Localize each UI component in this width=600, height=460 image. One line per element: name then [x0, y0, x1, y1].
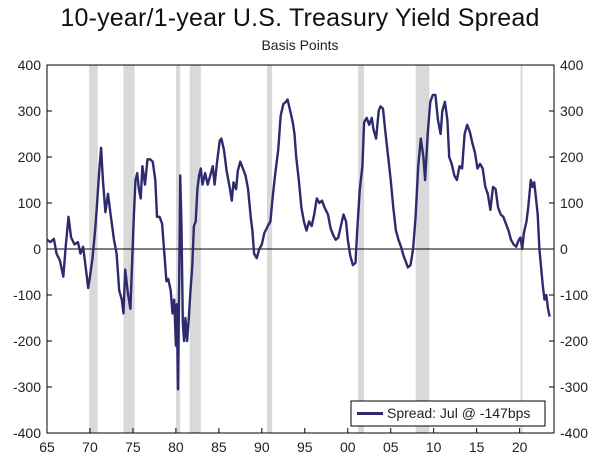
y-tick-label-right: -200: [560, 333, 588, 349]
legend: Spread: Jul @ -147bps: [350, 400, 546, 427]
x-tick-label: 95: [297, 439, 313, 455]
chart-title: 10-year/1-year U.S. Treasury Yield Sprea…: [60, 4, 540, 32]
y-tick-label-left: 0: [33, 241, 41, 257]
y-tick-label-left: 200: [18, 149, 42, 165]
y-tick-label-left: -400: [13, 425, 41, 441]
x-tick-label: 75: [125, 439, 141, 455]
x-tick-label: 20: [512, 439, 528, 455]
series-layer: [46, 93, 551, 391]
y-tick-label-right: 200: [560, 149, 584, 165]
y-tick-label-left: 100: [18, 195, 42, 211]
y-tick-label-right: 400: [560, 57, 584, 73]
y-tick-label-left: 300: [18, 103, 42, 119]
y-tick-label-right: 0: [560, 241, 568, 257]
x-tick-label: 05: [383, 439, 399, 455]
legend-label: Spread: Jul @ -147bps: [387, 405, 530, 421]
y-tick-label-right: -100: [560, 287, 588, 303]
legend-box: [350, 400, 546, 427]
y-tick-label-left: -100: [13, 287, 41, 303]
x-tick-label: 00: [340, 439, 356, 455]
x-tick-label: 15: [469, 439, 485, 455]
y-tick-label-right: 300: [560, 103, 584, 119]
y-tick-label-left: -300: [13, 379, 41, 395]
x-tick-label: 70: [82, 439, 98, 455]
x-tick-label: 10: [426, 439, 442, 455]
spread-series-line: [46, 93, 551, 391]
y-tick-label-left: -200: [13, 333, 41, 349]
y-tick-label-right: 100: [560, 195, 584, 211]
x-tick-label: 85: [211, 439, 227, 455]
x-tick-label: 65: [39, 439, 55, 455]
y-tick-label-left: 400: [18, 57, 42, 73]
chart-subtitle: Basis Points: [261, 37, 339, 53]
y-tick-label-right: -300: [560, 379, 588, 395]
y-tick-label-right: -400: [560, 425, 588, 441]
x-tick-label: 90: [254, 439, 270, 455]
x-tick-label: 80: [168, 439, 184, 455]
